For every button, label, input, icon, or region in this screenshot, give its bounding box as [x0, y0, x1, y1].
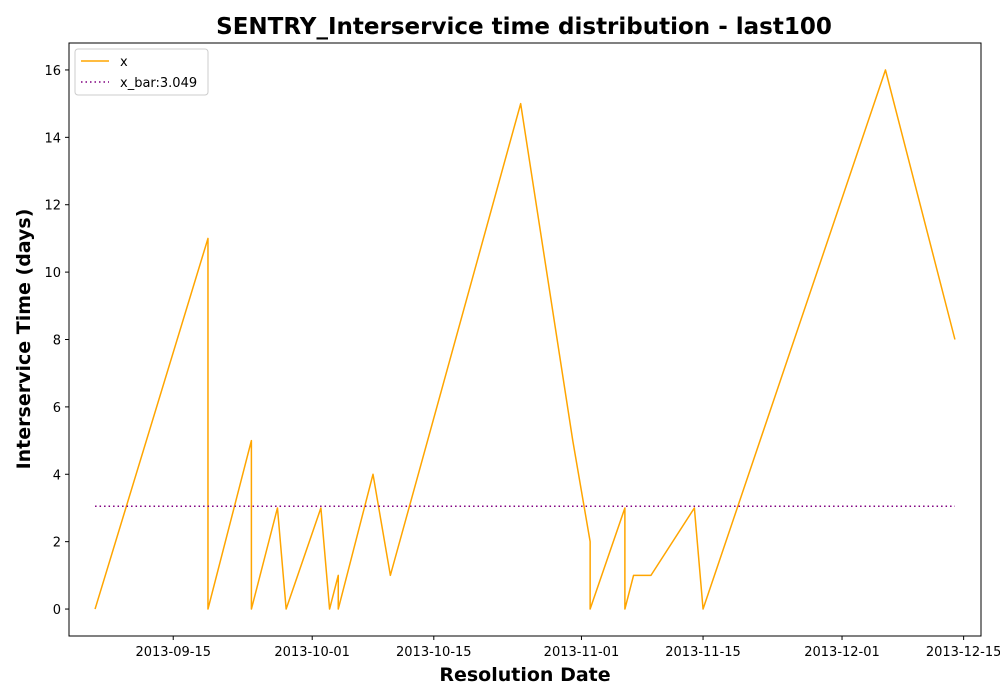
x-tick-label: 2013-10-15: [396, 645, 472, 660]
y-tick-label: 6: [53, 401, 61, 416]
y-axis-title: Interservice Time (days): [13, 209, 35, 470]
y-tick-label: 10: [44, 266, 61, 281]
x-tick-label: 2013-11-15: [665, 645, 741, 660]
y-tick-label: 4: [53, 468, 61, 483]
x-axis-title: Resolution Date: [439, 664, 610, 686]
legend: x x_bar:3.049: [75, 49, 208, 95]
y-tick-label: 0: [53, 603, 61, 618]
y-tick-label: 8: [53, 334, 61, 349]
y-tick-label: 14: [44, 131, 61, 146]
y-tick-label: 12: [44, 199, 61, 214]
chart-title: SENTRY_Interservice time distribution - …: [216, 14, 832, 40]
legend-label-x: x: [120, 55, 128, 70]
y-tick-label: 2: [53, 536, 61, 551]
x-tick-label: 2013-12-01: [804, 645, 880, 660]
x-tick-label: 2013-10-01: [274, 645, 350, 660]
x-tick-label: 2013-09-15: [135, 645, 211, 660]
y-tick-label: 16: [44, 64, 61, 79]
x-tick-label: 2013-11-01: [544, 645, 620, 660]
legend-label-x-bar: x_bar:3.049: [120, 76, 197, 91]
x-tick-label: 2013-12-15: [926, 645, 1000, 660]
